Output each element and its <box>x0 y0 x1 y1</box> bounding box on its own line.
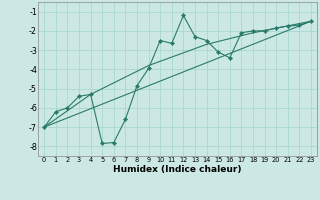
X-axis label: Humidex (Indice chaleur): Humidex (Indice chaleur) <box>113 165 242 174</box>
